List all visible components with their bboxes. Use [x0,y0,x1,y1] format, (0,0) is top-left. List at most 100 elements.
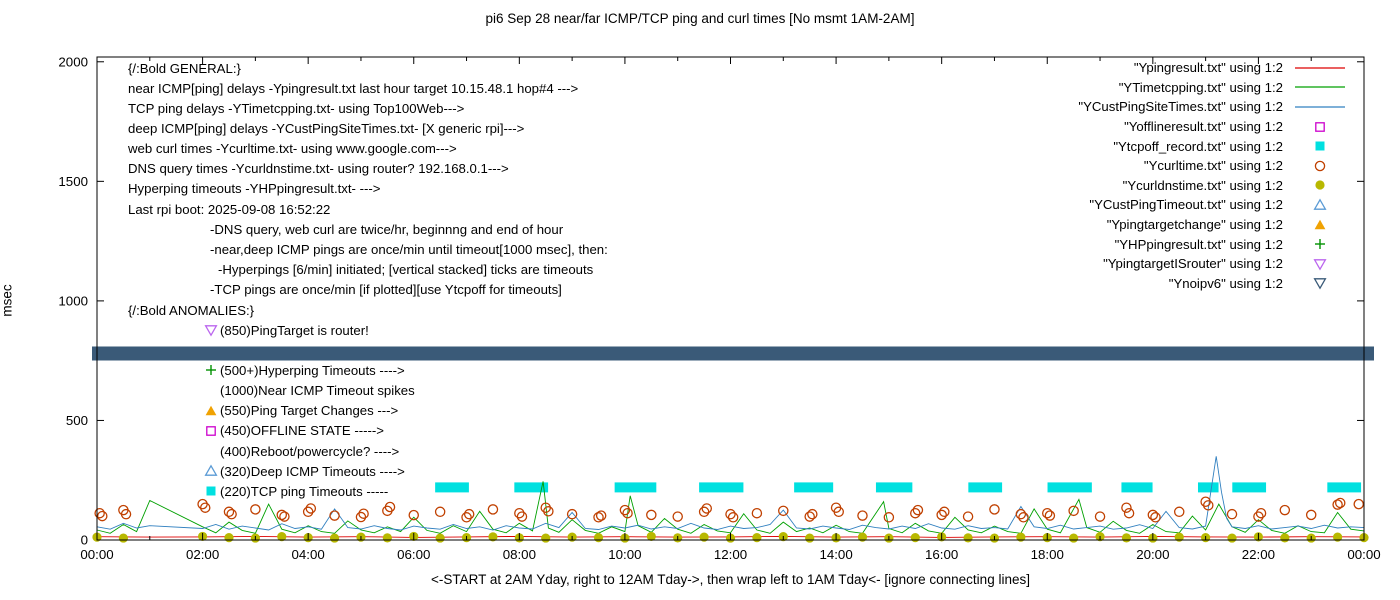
plus-icon [206,365,216,376]
Ycurldnstime-point-icon [1016,532,1026,542]
legend-label: "Ycurltime.txt" using 1:2 [1143,158,1283,174]
Ycurltime-point-icon [1018,512,1029,523]
x-tick-label: 02:00 [186,547,219,562]
Ycurltime-point-icon [1123,507,1135,519]
Ycurldnstime-point-icon [1227,533,1237,543]
Ycurldnstime-point-icon [541,533,551,543]
tri-up-filled-icon [1314,219,1326,229]
legend-sample-tri-up-open-icon [1313,198,1327,210]
Ycurltime-point-icon [1253,511,1264,522]
tcp-timeout-bar [435,482,469,493]
Ycurltime-point-icon [672,511,683,522]
anomaly-annotations: {/:Bold ANOMALIES:} (850)PingTarget is ro… [128,300,415,501]
Ycurltime-point-icon [434,506,446,518]
Ycurltime-point-icon [989,504,1000,515]
annotation-line: (500+)Hyperping Timeouts ----> [128,360,415,380]
x-tick-label: 18:00 [1031,547,1064,562]
square-filled-icon [204,484,220,498]
annotation-line: {/:Bold ANOMALIES:} [128,300,415,320]
Ycurldnstime-point-icon [699,532,709,542]
annotation-line: -TCP pings are once/min [if plotted][use… [128,280,608,300]
Ycurltime-point-icon [857,510,868,521]
x-tick-label: 06:00 [397,547,430,562]
legend-sample-tri-up-filled-icon [1314,219,1326,229]
tcp-timeout-bar [699,482,744,493]
legend-sample-tri-down-open-icon [1313,278,1327,290]
tri-down-open-icon [204,323,220,337]
Ycurltime-point-icon [355,511,367,523]
tri-up-open-icon [204,464,218,477]
Ycurldnstime-point-icon [329,533,340,543]
annotation-text: deep ICMP[ping] delays -YCustPingSiteTim… [128,120,525,136]
annotation-line: -near,deep ICMP pings are once/min until… [128,239,608,259]
Ycurldnstime-point-icon [488,532,498,542]
y-tick-label: 500 [66,413,88,428]
x-tick-label: 14:00 [819,547,852,562]
Ycurltime-point-icon [804,511,815,522]
Ycurltime-point-icon [939,506,950,518]
y-tick-label: 2000 [58,54,88,69]
Ycurldnstime-point-icon [593,533,604,543]
Ycurltime-point-icon [619,504,631,516]
annotation-line: TCP ping delays -YTimetcpping.txt- using… [128,98,608,118]
Ycurltime-point-icon [1305,509,1317,521]
annotation-text: Last rpi boot: 2025-09-08 16:52:22 [128,201,331,217]
Ycurltime-point-icon [250,504,261,515]
tcp-timeout-bar [875,482,913,493]
Ycurltime-point-icon [197,498,208,510]
tcp-timeout-bar [1232,482,1267,493]
legend-item: "YCustPingSiteTimes.txt" using 1:2 [1078,97,1348,117]
Ycurltime-point-icon [1173,506,1185,518]
Ycurltime-point-icon [516,511,528,522]
Ycurltime-point-icon [1332,499,1343,510]
annotation-text: -Hyperpings [6/min] initiated; [vertical… [218,261,594,277]
Ycurldnstime-point-icon [752,533,762,543]
Ycurltime-point-icon [1353,498,1364,510]
square-filled-icon [1315,141,1325,151]
legend-sample-tri-down-open-icon [1313,258,1327,271]
Ycurltime-point-icon [962,511,974,522]
annotation-line: (450)OFFLINE STATE -----> [128,421,415,441]
Ycurltime-point-icon [305,503,317,514]
Ycurltime-point-icon [622,507,633,519]
legend-item: "Ypingresult.txt" using 1:2 [1078,58,1348,78]
noipv6-band [92,346,1374,361]
Ycurltime-point-icon [833,506,844,518]
legend-item: "Ytcpoff_record.txt" using 1:2 [1078,136,1348,156]
Ycurldnstime-point-icon [857,532,868,542]
y-tick-label: 1000 [58,293,88,308]
legend-label: "Yofflineresult.txt" using 1:2 [1124,119,1283,135]
tri-down-open-icon [204,325,218,337]
Ycurldnstime-point-icon [435,533,445,543]
Ycurltime-point-icon [566,508,578,520]
Ycurltime-point-icon [223,506,235,518]
legend-item: "YHPpingresult.txt" using 1:2 [1078,234,1348,254]
legend-sample-circle-filled-icon [1315,180,1325,190]
Ycurltime-point-icon [1255,507,1267,519]
tcp-timeout-bar [794,482,834,493]
Ycurltime-point-icon [543,506,554,517]
Ycurltime-point-icon [199,502,211,513]
legend-item: "Yofflineresult.txt" using 1:2 [1078,117,1348,137]
legend-sample-plus-icon [1315,239,1325,250]
Ycurltime-point-icon [751,507,763,519]
Ycurltime-point-icon [883,512,895,523]
annotation-spacer [128,340,415,360]
Ycurltime-point-icon [97,510,108,522]
annotation-line: near ICMP[ping] delays -Ypingresult.txt … [128,78,608,98]
tcp-timeout-bar [1197,482,1219,493]
tri-up-filled-icon [204,404,220,418]
annotation-text: (450)OFFLINE STATE -----> [220,423,384,439]
Ycurltime-point-icon [487,504,499,515]
Ycurltime-point-icon [593,512,604,523]
annotation-text: DNS query times -Ycurldnstime.txt- using… [128,161,509,177]
marker-placeholder [204,444,220,458]
Ycurltime-point-icon [94,507,105,519]
annotation-text: (220)TCP ping Timeouts ----- [220,483,389,499]
x-tick-label: 04:00 [292,547,325,562]
square-open-icon [204,424,220,438]
series-points-Ycurltime [94,496,1364,523]
annotation-line: (320)Deep ICMP Timeouts ----> [128,461,415,481]
legend-label: "Ynoipv6" using 1:2 [1168,275,1283,291]
